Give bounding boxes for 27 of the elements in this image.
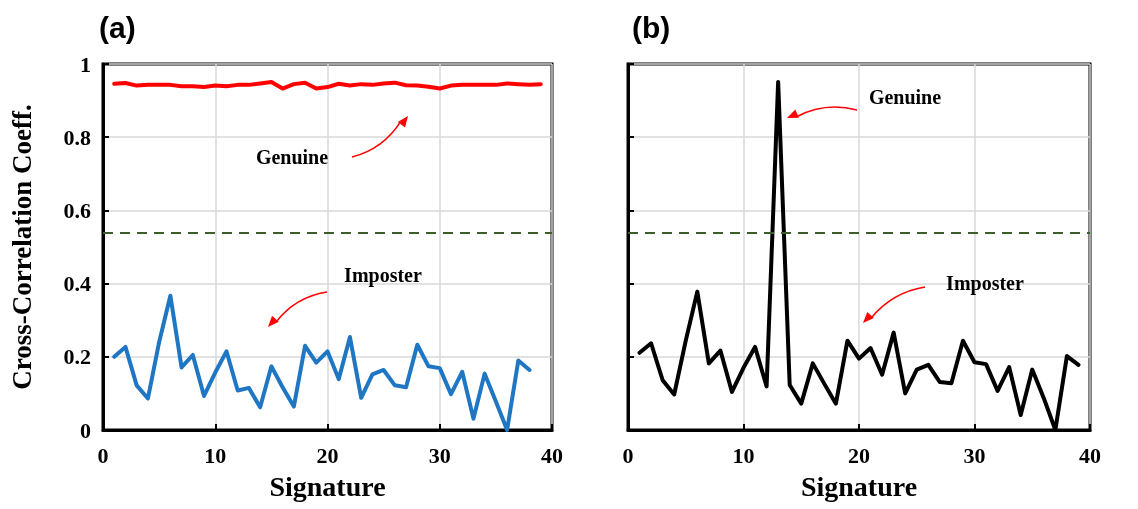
y-tick-label: 0.2 [63, 344, 91, 370]
x-tick-label: 20 [848, 442, 870, 468]
y-tick-label: 0.8 [63, 124, 91, 150]
line-series [112, 293, 532, 432]
y-axis-title: Cross-Correlation Coeff. [6, 104, 37, 390]
annotation: Imposter [344, 264, 422, 287]
x-axis-title: Signature [800, 470, 918, 502]
y-tick-label: 0.6 [63, 197, 91, 223]
x-tick-label: 10 [732, 442, 755, 468]
y-tick-label: 0.4 [63, 271, 91, 297]
annotation: Genuine [255, 146, 329, 168]
annotation: Imposter [946, 272, 1024, 295]
x-axis-title: Signature [269, 470, 386, 502]
x-tick-label: 30 [428, 442, 451, 468]
x-tick-label: 0 [97, 442, 109, 468]
x-tick-label: 20 [316, 442, 339, 468]
annotation: Genuine [868, 86, 942, 108]
x-tick-label: 10 [204, 442, 227, 468]
y-tick-label: 1 [80, 51, 91, 77]
x-tick-label: 40 [1079, 442, 1101, 468]
x-tick-label: 30 [963, 442, 986, 468]
x-tick-label: 40 [541, 442, 563, 468]
line-series [112, 79, 543, 91]
x-tick-label: 0 [622, 442, 634, 468]
chart-title: (a) [99, 10, 136, 44]
chart-title: (b) [632, 10, 671, 44]
y-tick-label: 0 [80, 417, 91, 443]
